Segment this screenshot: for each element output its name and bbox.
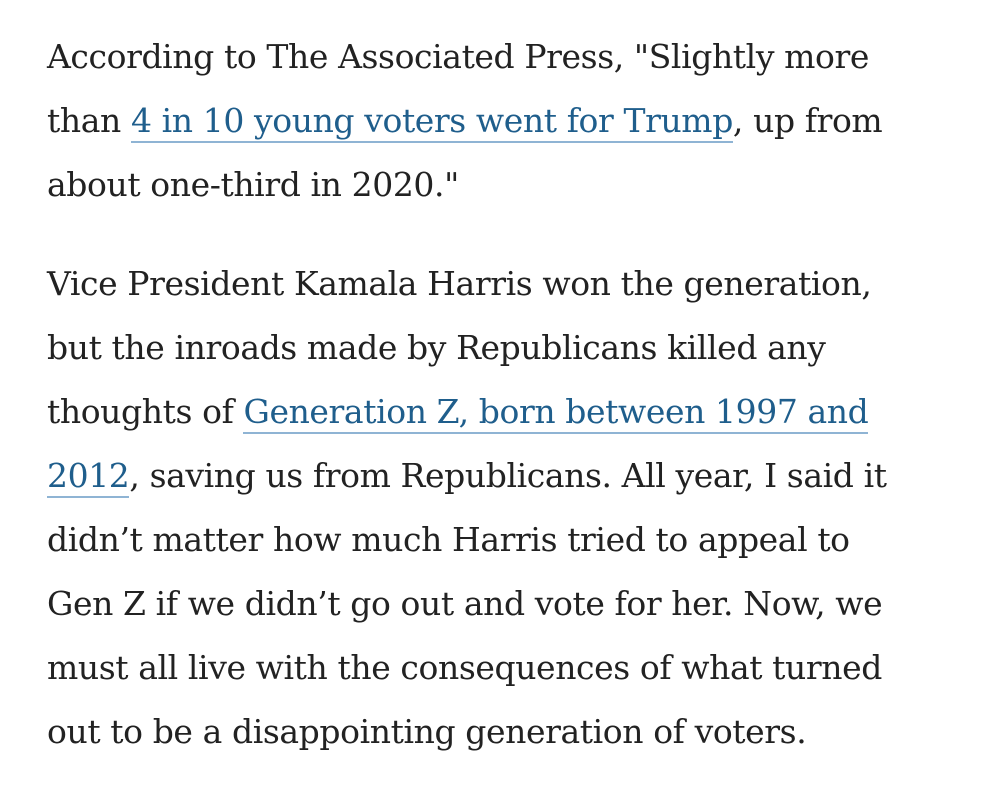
- text-line: than 4 in 10 young voters went for Trump…: [47, 89, 957, 153]
- text-line: didn’t matter how much Harris tried to a…: [47, 520, 850, 559]
- text-fragment: , up from: [732, 101, 883, 140]
- text-line: Gen Z if we didn’t go out and vote for h…: [47, 584, 883, 623]
- young-voters-trump-link[interactable]: 4 in 10 young voters went for Trump: [130, 101, 733, 143]
- paragraph-gen-z: Vice President Kamala Harris won the gen…: [47, 252, 957, 764]
- text-line: 2012, saving us from Republicans. All ye…: [47, 444, 957, 508]
- text-line: out to be a disappointing generation of …: [47, 712, 807, 751]
- paragraph-ap-quote: According to The Associated Press, "Slig…: [47, 25, 957, 217]
- text-line: must all live with the consequences of w…: [47, 648, 882, 687]
- article-body: According to The Associated Press, "Slig…: [47, 25, 957, 764]
- generation-z-link[interactable]: Generation Z, born between 1997 and: [243, 392, 869, 434]
- text-line: but the inroads made by Republicans kill…: [47, 328, 826, 367]
- text-fragment: than: [47, 101, 131, 140]
- text-line: about one-third in 2020.": [47, 165, 459, 204]
- generation-z-link-continued[interactable]: 2012: [47, 456, 130, 498]
- text-line: According to The Associated Press, "Slig…: [47, 37, 870, 76]
- text-fragment: thoughts of: [47, 392, 244, 431]
- text-line: Vice President Kamala Harris won the gen…: [47, 264, 872, 303]
- text-line: thoughts of Generation Z, born between 1…: [47, 380, 957, 444]
- text-fragment: , saving us from Republicans. All year, …: [129, 456, 887, 495]
